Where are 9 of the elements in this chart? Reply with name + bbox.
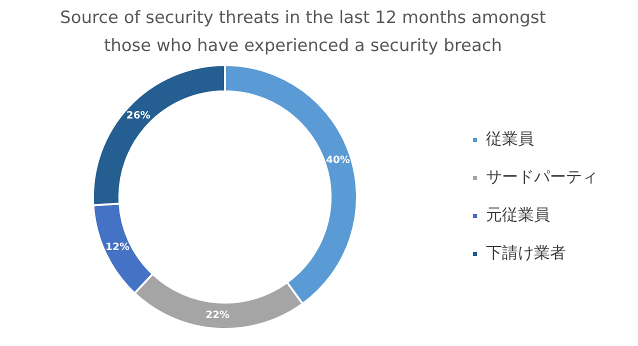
legend-label: サードパーティ (486, 167, 598, 186)
chart-title: Source of security threats in the last 12 months amongst those who have experienced a security breach (59, 7, 547, 58)
data-label: 22% (206, 310, 230, 322)
legend-label: 元従業員 (486, 205, 550, 224)
legend-label: 下請け業者 (486, 243, 566, 262)
data-label: 26% (126, 110, 150, 122)
data-label: 40% (326, 154, 350, 166)
legend-label: 従業員 (486, 129, 534, 148)
data-label: 12% (106, 242, 130, 254)
